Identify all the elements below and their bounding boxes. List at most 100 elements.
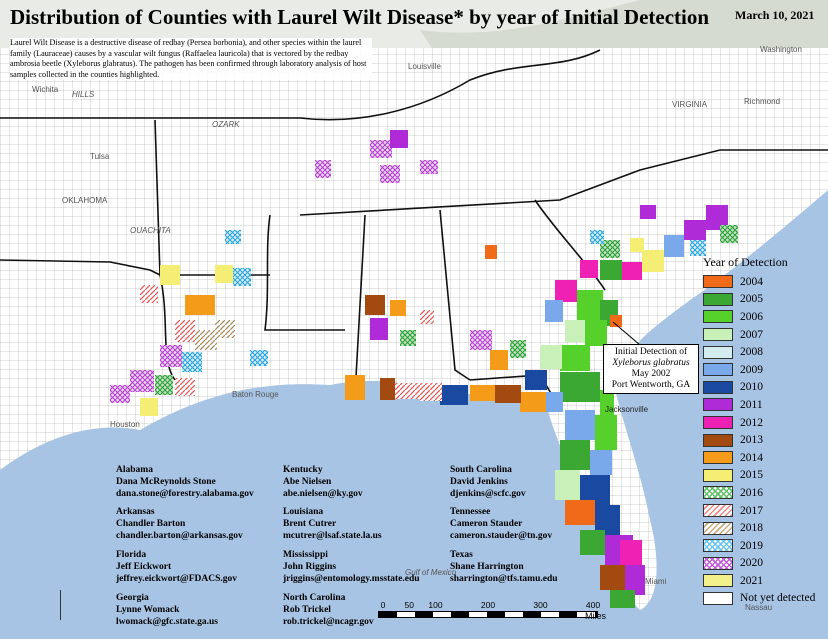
legend-item: 2019 — [703, 537, 828, 555]
contact-email[interactable]: jriggins@entomology.msstate.edu — [283, 574, 420, 584]
legend-item: 2011 — [703, 396, 828, 414]
legend-swatch — [703, 398, 733, 412]
legend-label: 2012 — [740, 416, 763, 429]
legend-label: 2017 — [740, 504, 763, 517]
legend-label: 2013 — [740, 434, 763, 447]
map-title: Distribution of Counties with Laurel Wil… — [10, 5, 710, 29]
callout-line-1: Initial Detection of — [614, 347, 688, 357]
legend-label: 2009 — [740, 363, 763, 376]
legend-swatch — [703, 486, 733, 500]
place-label-louisville: Louisville — [408, 62, 441, 71]
legend-label: 2016 — [740, 486, 763, 499]
contact-louisiana: Louisiana Brent Cutrer mcutrer@lsaf.stat… — [283, 506, 382, 542]
contact-email[interactable]: cameron.stauder@tn.gov — [450, 531, 553, 541]
legend-item: 2007 — [703, 326, 828, 344]
legend-label: 2007 — [740, 328, 763, 341]
contact-email[interactable]: lwomack@gfc.state.ga.us — [116, 617, 218, 627]
ocean — [0, 190, 828, 639]
contact-email[interactable]: sharrington@tfs.tamu.edu — [450, 574, 558, 584]
north-arrow-icon — [60, 590, 67, 620]
legend-item: 2013 — [703, 431, 828, 449]
place-label-miami: Miami — [645, 577, 667, 586]
detected-counties — [110, 130, 738, 608]
initial-detection-callout: Initial Detection of Xyleborus glabratus… — [603, 344, 699, 394]
map-description: Laurel Wilt Disease is a destructive dis… — [10, 38, 372, 81]
contact-name: David Jenkins — [450, 477, 508, 487]
contact-state: North Carolina — [283, 593, 346, 603]
place-label-virginia: VIRGINIA — [672, 100, 708, 109]
legend-item: 2014 — [703, 449, 828, 467]
contact-georgia: Georgia Lynne Womack lwomack@gfc.state.g… — [116, 592, 218, 628]
contact-email[interactable]: jeffrey.eickwort@FDACS.gov — [116, 574, 238, 584]
legend-item: 2020 — [703, 555, 828, 573]
legend-swatch — [703, 310, 733, 324]
contact-email[interactable]: rob.trickel@ncagr.gov — [283, 617, 374, 627]
legend-label: 2019 — [740, 539, 763, 552]
scale-tick-label: 300 — [533, 600, 548, 610]
contact-state: Tennessee — [450, 507, 491, 517]
contact-name: Lynne Womack — [116, 605, 180, 615]
place-label-ozark: OZARK — [212, 120, 240, 129]
contact-email[interactable]: mcutrer@lsaf.state.la.us — [283, 531, 382, 541]
contact-state: Kentucky — [283, 465, 323, 475]
contact-south-carolina: South Carolina David Jenkins djenkins@sc… — [450, 464, 526, 500]
contact-state: Arkansas — [116, 507, 155, 517]
callout-line-4: Port Wentworth, GA — [611, 380, 691, 390]
scale-unit: Miles — [585, 611, 607, 621]
legend-swatch — [703, 504, 733, 518]
legend-items: 2004 2005 2006 2007 2008 2009 2010 2011 2012 2013… — [703, 273, 828, 607]
contact-email[interactable]: chandler.barton@arkansas.gov — [116, 531, 243, 541]
contact-name: John Riggins — [283, 562, 337, 572]
legend-swatch — [703, 451, 733, 465]
contact-state: Georgia — [116, 593, 149, 603]
legend-item: 2010 — [703, 379, 828, 397]
contact-name: Brent Cutrer — [283, 519, 337, 529]
place-label-tulsa: Tulsa — [90, 152, 110, 161]
callout-line-3: May 2002 — [631, 369, 671, 379]
legend-swatch — [703, 345, 733, 359]
scale-bar: 0 50 100 200 300 400 — [378, 600, 601, 618]
legend-swatch — [703, 556, 733, 570]
legend: Year of Detection 2004 2005 2006 2007 2008 20… — [703, 255, 828, 607]
legend-swatch — [703, 521, 733, 535]
place-label-ouachita: OUACHITA — [130, 226, 171, 235]
contact-name: Abe Nielsen — [283, 477, 332, 487]
legend-item: Not yet detected — [703, 590, 828, 608]
contact-email[interactable]: djenkins@scfc.gov — [450, 489, 526, 499]
legend-swatch — [703, 380, 733, 394]
contact-email[interactable]: dana.stone@forestry.alabama.gov — [116, 489, 254, 499]
legend-item: 2017 — [703, 502, 828, 520]
scale-bar-labels: 0 50 100 200 300 400 — [378, 600, 601, 610]
callout-leader-line — [612, 321, 641, 346]
legend-swatch — [703, 292, 733, 306]
county-grid — [0, 48, 828, 610]
legend-label: 2015 — [740, 469, 763, 482]
legend-label: 2005 — [740, 293, 763, 306]
scale-tick-label: 400 — [585, 600, 601, 610]
legend-label: 2018 — [740, 522, 763, 535]
scale-tick-label: 50 — [404, 600, 414, 610]
scale-tick-label: 100 — [428, 600, 443, 610]
legend-label: 2006 — [740, 310, 763, 323]
contact-alabama: Alabama Dana McReynolds Stone dana.stone… — [116, 464, 254, 500]
contact-name: Chandler Barton — [116, 519, 186, 529]
place-label-baton-rouge: Baton Rouge — [232, 390, 279, 399]
legend-swatch — [703, 468, 733, 482]
legend-swatch — [703, 416, 733, 430]
contact-state: Louisiana — [283, 507, 324, 517]
legend-label: 2020 — [740, 557, 763, 570]
legend-item: 2016 — [703, 484, 828, 502]
legend-item: 2021 — [703, 572, 828, 590]
contact-state: Mississippi — [283, 550, 328, 560]
contact-email[interactable]: abe.nielsen@ky.gov — [283, 489, 363, 499]
legend-swatch — [703, 363, 733, 377]
legend-swatch — [703, 328, 733, 342]
place-label-oklahoma: OKLAHOMA — [62, 196, 108, 205]
contact-tennessee: Tennessee Cameron Stauder cameron.staude… — [450, 506, 552, 542]
legend-item: 2018 — [703, 519, 828, 537]
scale-tick-label: 200 — [480, 600, 496, 610]
place-label-washington: Washington — [760, 45, 802, 54]
legend-item: 2015 — [703, 467, 828, 485]
legend-swatch — [703, 574, 733, 588]
contact-state: Alabama — [116, 465, 153, 475]
